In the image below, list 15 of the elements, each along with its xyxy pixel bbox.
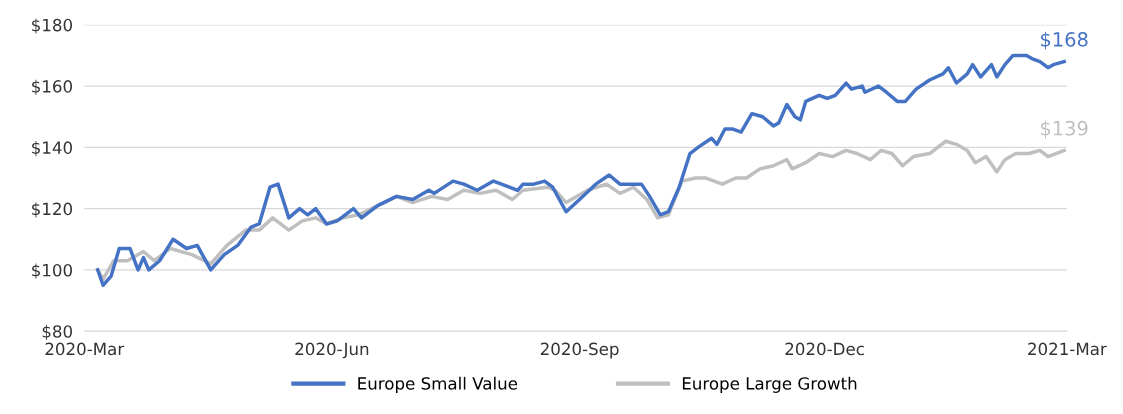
- x-tick-label: 2020-Jun: [295, 342, 369, 359]
- annotation: $168: [1041, 31, 1088, 50]
- x-tick-label: 2020-Mar: [45, 342, 125, 356]
- y-tick-label: $80: [42, 324, 73, 340]
- y-tick-label: $140: [32, 141, 73, 157]
- legend-label: Europe Large Growth: [682, 376, 857, 393]
- x-tick-label: 2021-Mar: [1028, 342, 1107, 356]
- annotation: $139: [1041, 120, 1088, 139]
- y-tick-label: $120: [32, 202, 73, 218]
- y-tick-label: $160: [32, 79, 73, 95]
- x-tick-label: 2020-Sep: [540, 342, 619, 359]
- y-tick-label: $100: [32, 263, 73, 279]
- y-tick-label: $180: [32, 18, 73, 34]
- legend-label: Europe Small Value: [358, 376, 518, 393]
- x-tick-label: 2020-Dec: [785, 342, 864, 356]
